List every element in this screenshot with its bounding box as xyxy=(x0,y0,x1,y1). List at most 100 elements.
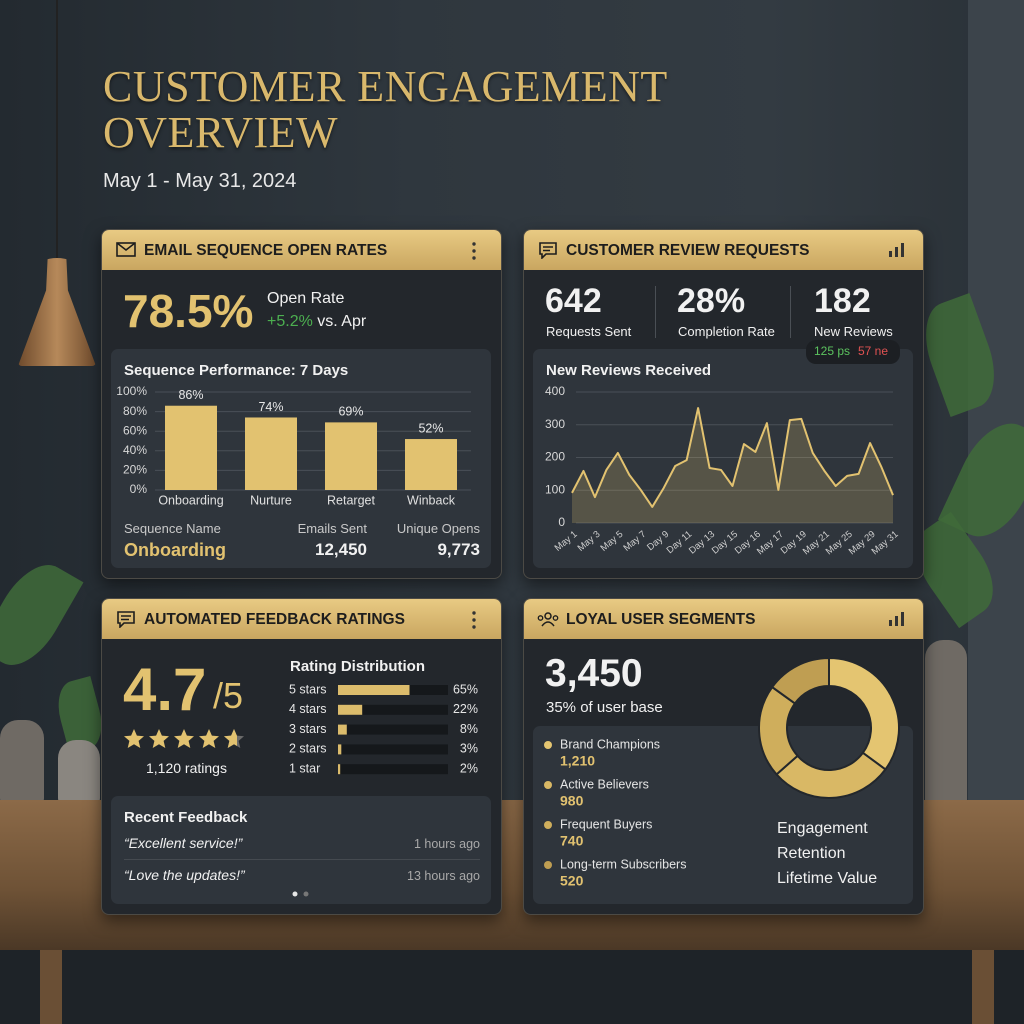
panel-title: LOYAL USER SEGMENTS xyxy=(566,611,756,628)
feedback-time: 1 hours ago xyxy=(413,837,480,851)
stat-value: 28% xyxy=(677,282,746,320)
category-label: 4 stars xyxy=(289,702,327,716)
bar-track xyxy=(338,744,448,755)
x-tick-label: May 5 xyxy=(599,529,626,554)
kpi-change: +5.2% xyxy=(267,313,313,330)
y-tick-label: 100 xyxy=(545,482,565,496)
y-tick-label: 60% xyxy=(123,423,147,437)
chart-title: Sequence Performance: 7 Days xyxy=(124,362,349,379)
value-label: 8% xyxy=(460,722,478,736)
y-tick-label: 200 xyxy=(545,450,565,464)
chat-icon xyxy=(539,242,557,259)
x-tick-label: Nurture xyxy=(250,493,292,507)
legend-label: Frequent Buyers xyxy=(560,817,652,831)
x-tick-label: Winback xyxy=(407,493,456,507)
value-label: 74% xyxy=(258,400,283,414)
bar xyxy=(338,744,342,755)
ratings-count: 1,120 ratings xyxy=(146,760,227,776)
stat-value: 642 xyxy=(545,282,602,320)
category-label: 3 stars xyxy=(289,722,327,736)
value-label: 52% xyxy=(418,421,443,435)
table-cell: Onboarding xyxy=(124,540,226,560)
reviews-panel: CUSTOMER REVIEW REQUESTS 642 Requests Se… xyxy=(523,229,924,579)
negative-count: 57 ne xyxy=(858,344,889,358)
email-panel: EMAIL SEQUENCE OPEN RATES 78.5% Open Rat… xyxy=(101,229,502,579)
y-tick-label: 80% xyxy=(123,404,147,418)
bar-track xyxy=(338,764,448,775)
divider xyxy=(790,286,791,338)
kpi-change-note: vs. Apr xyxy=(317,313,367,330)
panel-title: CUSTOMER REVIEW REQUESTS xyxy=(566,242,810,259)
feedback-time: 13 hours ago xyxy=(407,869,480,883)
bar xyxy=(245,417,297,490)
mail-icon xyxy=(116,242,136,257)
legend-dot xyxy=(544,781,552,789)
legend-value: 1,210 xyxy=(560,753,595,769)
bar xyxy=(338,724,347,735)
vase xyxy=(0,720,44,806)
table-header: Emails Sent xyxy=(297,521,367,536)
value-label: 2% xyxy=(460,761,478,775)
bar xyxy=(405,439,457,490)
chart-icon[interactable] xyxy=(888,611,906,627)
y-tick-label: 300 xyxy=(545,417,565,431)
lamp-cord xyxy=(56,0,58,262)
kpi-value: 78.5% xyxy=(123,285,254,337)
menu-button[interactable] xyxy=(470,241,478,261)
kpi-label: Open Rate xyxy=(267,290,345,307)
feedback-panel: AUTOMATED FEEDBACK RATINGS 4.7 /5 1,120 … xyxy=(101,598,502,915)
menu-button[interactable] xyxy=(470,610,478,630)
panel-header: LOYAL USER SEGMENTS xyxy=(524,599,923,639)
value-label: 65% xyxy=(453,682,478,696)
x-tick-label: May 1 xyxy=(553,529,580,554)
category-label: 1 star xyxy=(289,761,320,775)
legend-value: 520 xyxy=(560,873,584,889)
panel-header: AUTOMATED FEEDBACK RATINGS xyxy=(102,599,501,639)
kpi-change-row: +5.2% vs. Apr xyxy=(267,313,366,331)
metric-item[interactable]: Retention xyxy=(777,845,846,862)
segments-total: 3,450 xyxy=(545,652,643,695)
y-tick-label: 0 xyxy=(558,515,565,529)
desk-leg xyxy=(972,950,994,1024)
x-tick-label: May 7 xyxy=(621,529,648,554)
feedback-text: “Love the updates!” xyxy=(124,867,245,883)
bar xyxy=(165,405,217,490)
value-label: 69% xyxy=(338,405,363,419)
panel-title: AUTOMATED FEEDBACK RATINGS xyxy=(144,611,405,628)
metric-item[interactable]: Lifetime Value xyxy=(777,870,878,887)
bar xyxy=(338,764,341,775)
floor xyxy=(0,950,1024,1024)
table-cell: 9,773 xyxy=(437,540,480,559)
value-label: 86% xyxy=(178,388,203,402)
bar xyxy=(325,422,377,490)
vase xyxy=(925,640,967,810)
donut-segment xyxy=(828,656,900,771)
rating-scale: /5 xyxy=(213,675,244,716)
badge xyxy=(806,340,900,364)
legend-label: Long-term Subscribers xyxy=(560,857,686,871)
metric-item[interactable]: Engagement xyxy=(777,820,868,837)
x-tick-label: May 3 xyxy=(576,529,603,554)
chart-icon[interactable] xyxy=(888,242,906,258)
date-range: May 1 - May 31, 2024 xyxy=(103,170,297,192)
x-tick-label: Retarget xyxy=(327,493,375,507)
feedback-icon xyxy=(117,611,135,628)
panel-header: EMAIL SEQUENCE OPEN RATES xyxy=(102,230,501,270)
segments-panel: LOYAL USER SEGMENTS 3,450 35% of user ba… xyxy=(523,598,924,915)
legend-dot xyxy=(544,741,552,749)
line-area xyxy=(572,408,893,523)
line xyxy=(571,407,894,508)
category-label: 2 stars xyxy=(289,742,327,756)
feedback-text: “Excellent service!” xyxy=(124,835,243,851)
panel-header: CUSTOMER REVIEW REQUESTS xyxy=(524,230,923,270)
value-label: 3% xyxy=(460,742,478,756)
users-icon xyxy=(537,612,559,627)
chart-title: New Reviews Received xyxy=(546,362,712,379)
stat-label: Requests Sent xyxy=(546,324,632,339)
pager[interactable] xyxy=(291,890,311,898)
stat-value: 182 xyxy=(814,282,871,320)
donut-segment xyxy=(770,656,830,705)
stat-label: Completion Rate xyxy=(678,324,775,339)
